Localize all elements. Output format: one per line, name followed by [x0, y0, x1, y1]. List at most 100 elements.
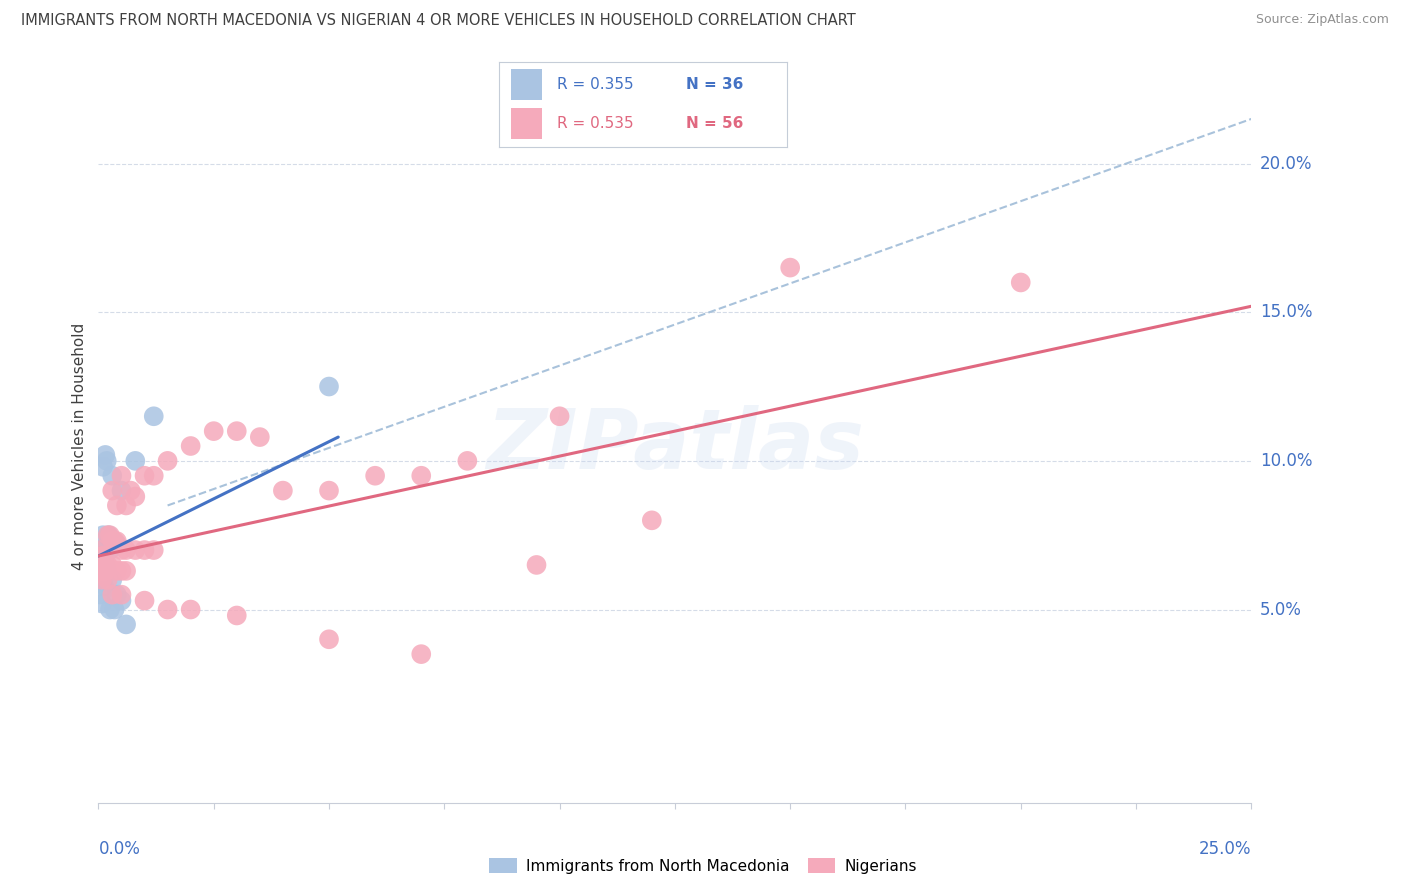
- Point: [134, 468, 156, 483]
- Point: [91, 564, 114, 578]
- Point: [90, 543, 112, 558]
- Point: [91, 549, 114, 563]
- Point: [91, 564, 114, 578]
- Point: [105, 564, 128, 578]
- Point: [97, 537, 120, 551]
- Point: [318, 632, 340, 647]
- Point: [91, 573, 114, 587]
- Point: [115, 499, 138, 513]
- Text: R = 0.355: R = 0.355: [557, 77, 633, 92]
- Point: [120, 483, 142, 498]
- Point: [91, 558, 114, 572]
- Point: [115, 617, 138, 632]
- Point: [97, 558, 120, 572]
- Point: [779, 260, 801, 275]
- Point: [134, 593, 156, 607]
- Text: ZIPatlas: ZIPatlas: [486, 406, 863, 486]
- Point: [94, 558, 117, 572]
- Point: [103, 534, 125, 549]
- Point: [548, 409, 571, 424]
- Legend: Immigrants from North Macedonia, Nigerians: Immigrants from North Macedonia, Nigeria…: [484, 852, 922, 880]
- Point: [94, 448, 117, 462]
- Point: [142, 468, 165, 483]
- Point: [142, 409, 165, 424]
- Point: [115, 543, 138, 558]
- Point: [411, 647, 433, 661]
- Point: [134, 543, 156, 558]
- Point: [124, 490, 146, 504]
- Point: [156, 602, 179, 616]
- Point: [225, 608, 247, 623]
- Point: [101, 558, 124, 572]
- Text: 25.0%: 25.0%: [1199, 840, 1251, 858]
- Point: [91, 549, 114, 563]
- Point: [105, 588, 128, 602]
- Point: [110, 543, 132, 558]
- Point: [156, 454, 179, 468]
- Text: 5.0%: 5.0%: [1260, 600, 1302, 618]
- Point: [180, 602, 202, 616]
- Point: [91, 597, 114, 611]
- Point: [94, 558, 117, 572]
- Point: [93, 558, 115, 572]
- Point: [411, 468, 433, 483]
- Point: [105, 537, 128, 551]
- Point: [101, 483, 124, 498]
- Point: [94, 564, 117, 578]
- Point: [93, 564, 115, 578]
- Point: [97, 528, 120, 542]
- Point: [271, 483, 294, 498]
- Point: [91, 564, 114, 578]
- Bar: [510, 70, 543, 100]
- Text: N = 36: N = 36: [686, 77, 744, 92]
- Text: 0.0%: 0.0%: [98, 840, 141, 858]
- Point: [110, 483, 132, 498]
- Point: [98, 602, 121, 616]
- Point: [91, 573, 114, 587]
- Point: [456, 454, 478, 468]
- Point: [110, 564, 132, 578]
- Text: R = 0.535: R = 0.535: [557, 116, 633, 131]
- Point: [91, 564, 114, 578]
- Point: [96, 454, 118, 468]
- Point: [110, 593, 132, 607]
- Point: [526, 558, 548, 572]
- Point: [91, 528, 114, 542]
- Point: [101, 534, 124, 549]
- Point: [94, 564, 117, 578]
- Point: [90, 573, 112, 587]
- Point: [115, 564, 138, 578]
- Point: [124, 543, 146, 558]
- Point: [105, 534, 128, 549]
- Point: [97, 528, 120, 542]
- Point: [641, 513, 664, 527]
- Text: 10.0%: 10.0%: [1260, 452, 1312, 470]
- Point: [93, 543, 115, 558]
- Point: [202, 424, 225, 438]
- Point: [93, 579, 115, 593]
- Point: [110, 588, 132, 602]
- Text: N = 56: N = 56: [686, 116, 744, 131]
- Point: [318, 483, 340, 498]
- Point: [101, 573, 124, 587]
- Point: [124, 454, 146, 468]
- Text: IMMIGRANTS FROM NORTH MACEDONIA VS NIGERIAN 4 OR MORE VEHICLES IN HOUSEHOLD CORR: IMMIGRANTS FROM NORTH MACEDONIA VS NIGER…: [21, 13, 856, 29]
- Point: [90, 543, 112, 558]
- Point: [90, 558, 112, 572]
- Point: [142, 543, 165, 558]
- Y-axis label: 4 or more Vehicles in Household: 4 or more Vehicles in Household: [72, 322, 87, 570]
- Point: [97, 573, 120, 587]
- Point: [98, 528, 121, 542]
- Point: [101, 468, 124, 483]
- Point: [101, 588, 124, 602]
- Point: [91, 459, 114, 474]
- Point: [364, 468, 387, 483]
- Point: [1010, 276, 1032, 290]
- Point: [249, 430, 271, 444]
- Point: [90, 588, 112, 602]
- Point: [96, 564, 118, 578]
- Point: [91, 558, 114, 572]
- Point: [180, 439, 202, 453]
- Point: [105, 499, 128, 513]
- Text: 20.0%: 20.0%: [1260, 154, 1312, 172]
